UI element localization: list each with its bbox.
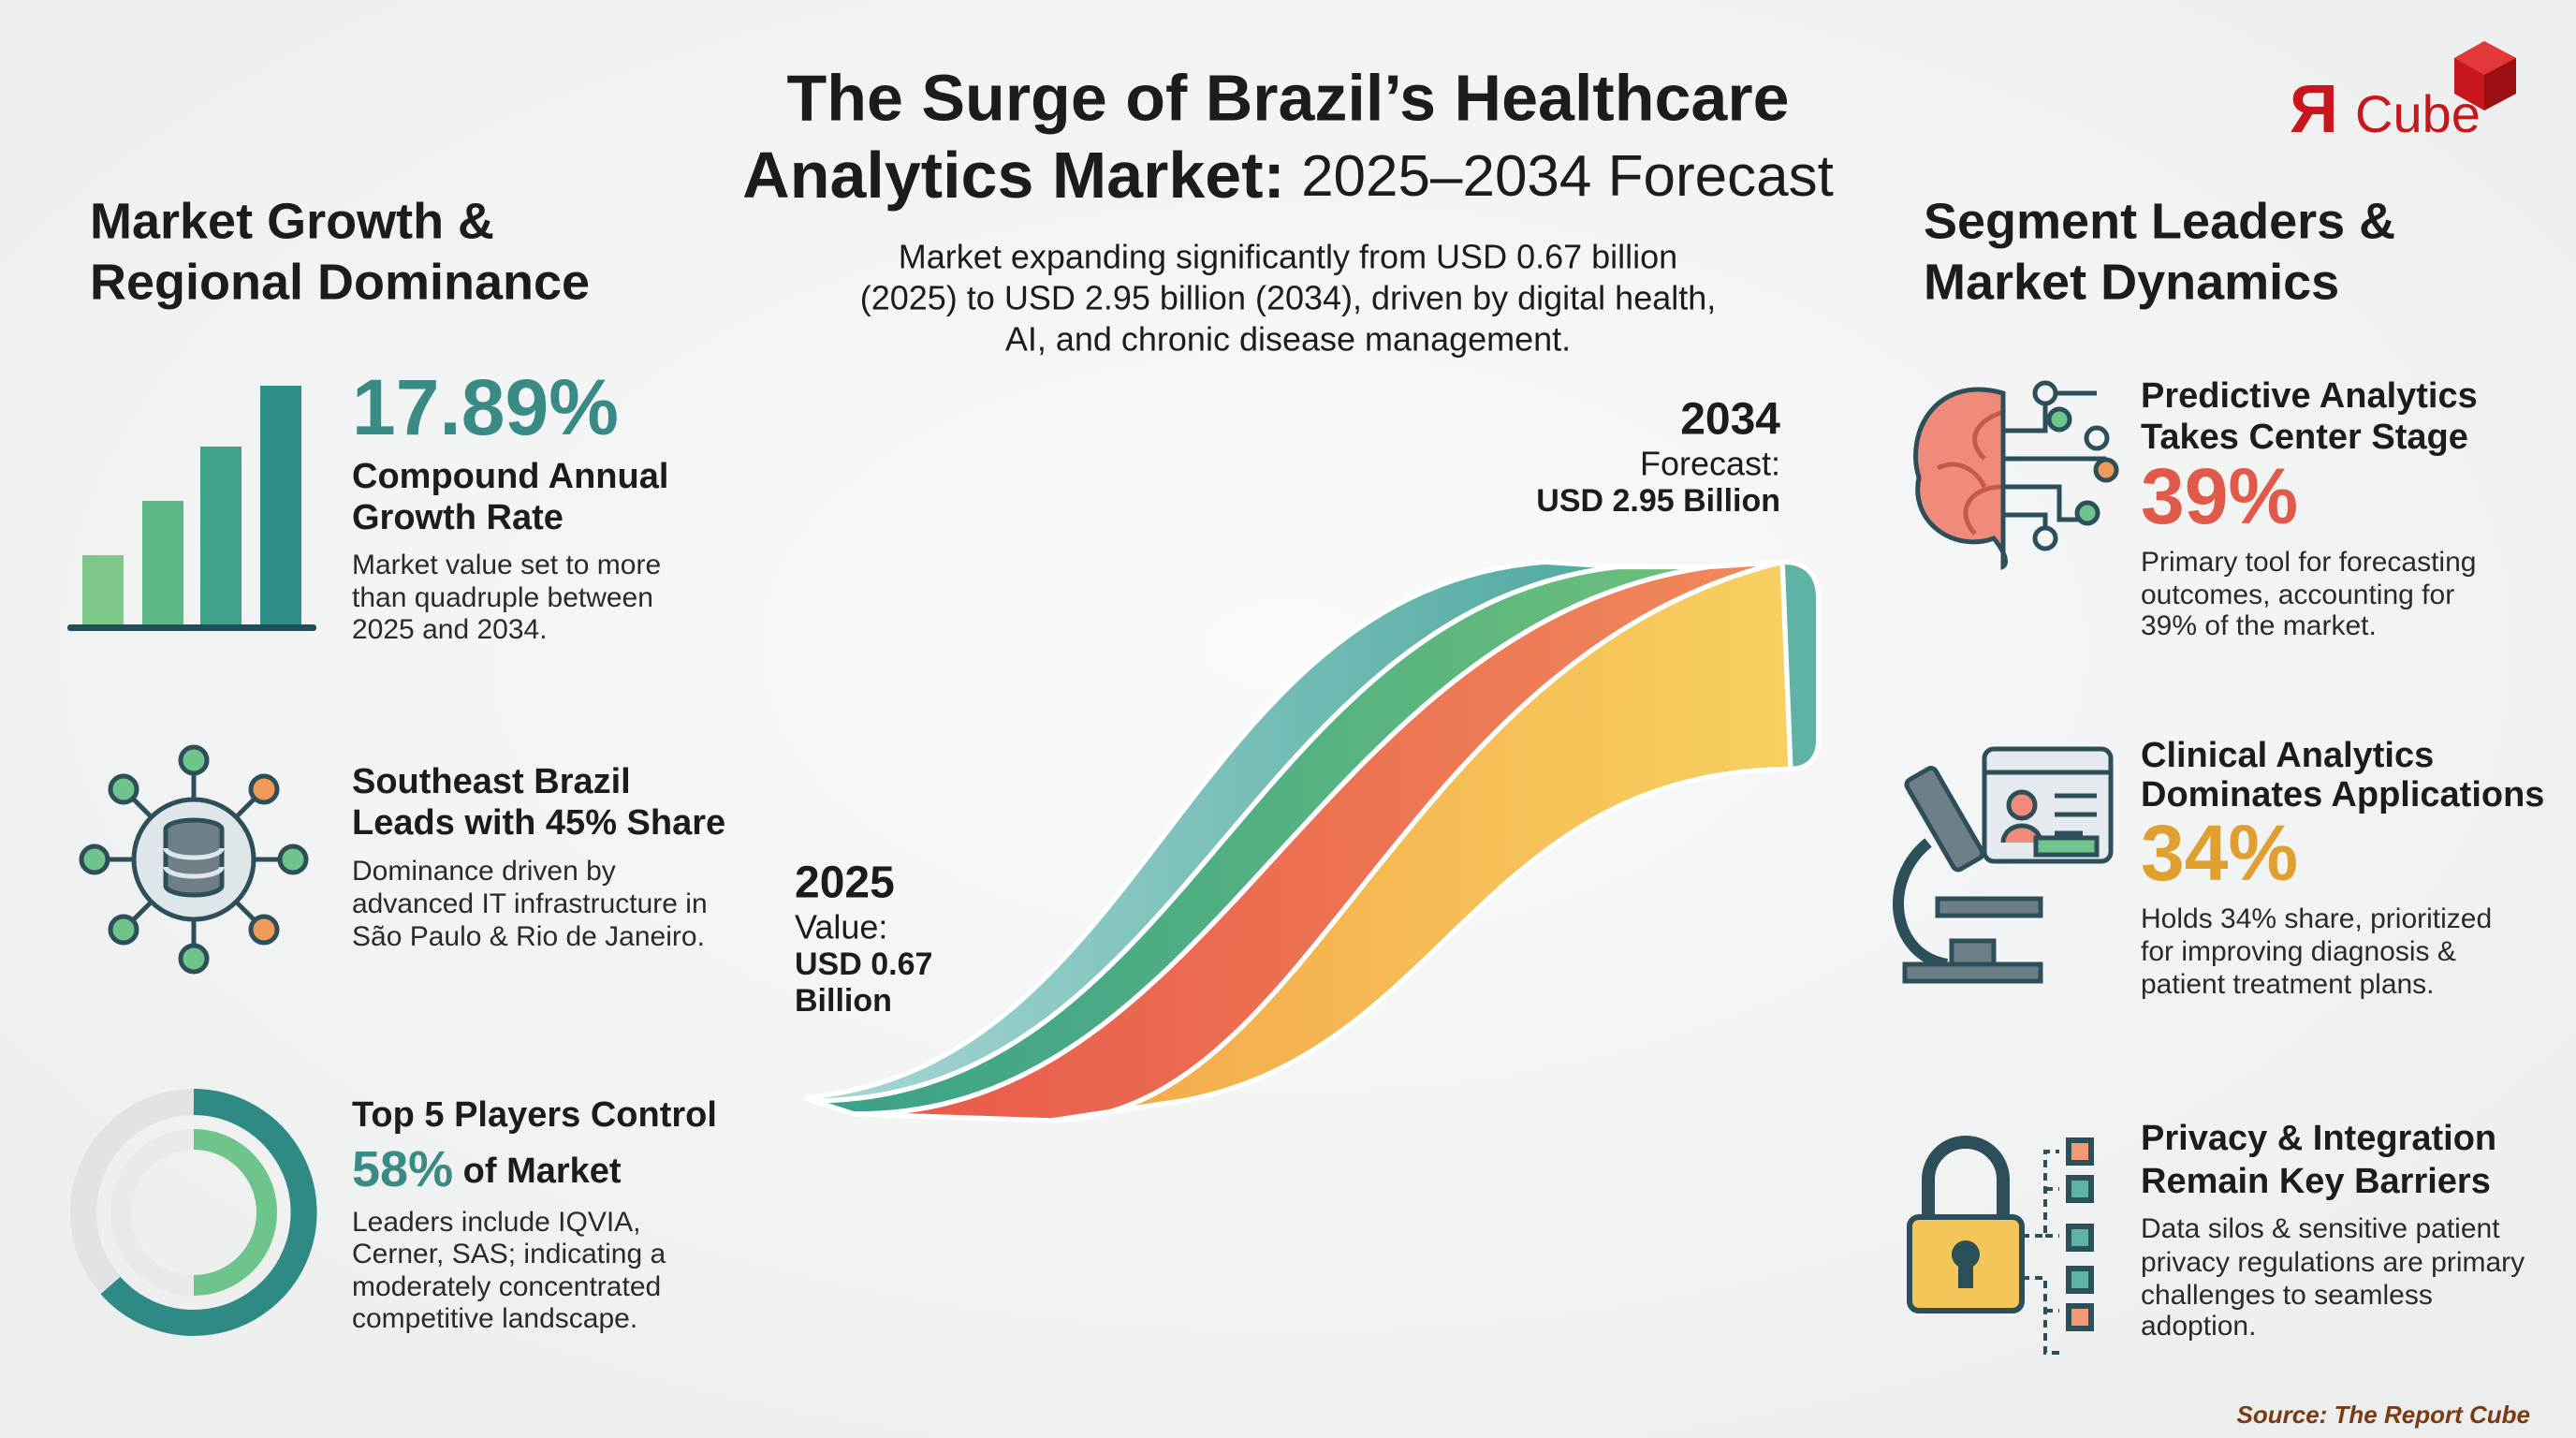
logo-text: Cube	[2355, 84, 2481, 143]
item-title: Remain Key Barriers	[2141, 1162, 2491, 1201]
brain-icon	[1913, 380, 2119, 571]
item-title: Leads with 45% Share	[352, 803, 725, 843]
end-label: Forecast:	[1640, 445, 1780, 483]
item-desc: outcomes, accounting for	[2141, 580, 2454, 610]
item-title: Clinical Analytics	[2141, 736, 2434, 775]
microscope-icon	[1893, 746, 2114, 984]
title-regular: 2025–2034 Forecast	[1301, 144, 1834, 209]
start-value: Billion	[795, 983, 892, 1019]
stat: 17.89%	[352, 363, 619, 451]
item-title: Dominates Applications	[2141, 775, 2544, 814]
lock-icon	[1907, 1136, 2094, 1355]
item-desc: Market value set to more	[352, 550, 661, 580]
stat: 34%	[2141, 809, 2298, 897]
item-title: Top 5 Players Control	[352, 1095, 717, 1135]
item-desc: 2025 and 2034.	[352, 614, 548, 645]
bar-icon	[67, 386, 316, 631]
logo-mark: Я	[2290, 72, 2338, 147]
item-desc: than quadruple between	[352, 582, 653, 613]
start-year: 2025	[795, 858, 895, 908]
source: Source: The Report Cube	[2237, 1401, 2530, 1429]
title: The Surge of Brazil’s Healthcare	[786, 61, 1789, 134]
item-title: 58% of Market	[352, 1141, 622, 1197]
item-desc: Dominance driven by	[352, 856, 616, 887]
item-title: Privacy & Integration	[2141, 1119, 2496, 1158]
section-heading: Market Dynamics	[1924, 254, 2339, 310]
item-desc: Primary tool for forecasting	[2141, 547, 2476, 578]
item-title: Southeast Brazil	[352, 762, 631, 801]
item-desc: Cerner, SAS; indicating a	[352, 1239, 666, 1269]
stat: 58%	[352, 1141, 453, 1197]
item-desc: Holds 34% share, prioritized	[2141, 903, 2492, 934]
item-desc: advanced IT infrastructure in	[352, 888, 708, 919]
item-desc: Leaders include IQVIA,	[352, 1207, 641, 1238]
subtitle: AI, and chronic disease management.	[1005, 320, 1571, 359]
section-heading: Segment Leaders &	[1924, 193, 2395, 249]
item-desc: challenges to seamless	[2141, 1280, 2433, 1311]
item-desc: adoption.	[2141, 1311, 2256, 1342]
title: Analytics Market: 2025–2034 Forecast	[742, 139, 1834, 212]
item-desc: 39% of the market.	[2141, 610, 2377, 641]
end-year: 2034	[1680, 395, 1780, 445]
section-heading: Regional Dominance	[90, 254, 590, 310]
item-desc: São Paulo & Rio de Janeiro.	[352, 921, 705, 952]
logo: Я Cube	[2290, 41, 2516, 147]
item-desc: patient treatment plans.	[2141, 969, 2435, 1000]
item-title: Growth Rate	[352, 498, 564, 537]
start-label: Value:	[795, 908, 887, 946]
title-bold: Analytics Market:	[742, 139, 1285, 212]
growth-ribbon	[803, 558, 1822, 1123]
stat-suffix: of Market	[463, 1152, 622, 1191]
stat: 39%	[2141, 452, 2298, 540]
start-value: USD 0.67	[795, 946, 932, 982]
item-title: Compound Annual	[352, 457, 668, 496]
end-value: USD 2.95 Billion	[1536, 483, 1780, 519]
item-desc: competitive landscape.	[352, 1303, 637, 1334]
item-title: Predictive Analytics	[2141, 376, 2478, 416]
item-desc: moderately concentrated	[352, 1271, 661, 1302]
item-title: Takes Center Stage	[2141, 418, 2468, 457]
subtitle: (2025) to USD 2.95 billion (2034), drive…	[860, 279, 1717, 317]
network-icon	[79, 744, 309, 975]
subtitle: Market expanding significantly from USD …	[899, 238, 1677, 276]
item-desc: for improving diagnosis &	[2141, 936, 2456, 967]
item-desc: privacy regulations are primary	[2141, 1247, 2525, 1278]
donut-icon	[70, 1089, 317, 1336]
section-heading: Market Growth &	[90, 193, 494, 249]
item-desc: Data silos & sensitive patient	[2141, 1213, 2500, 1244]
